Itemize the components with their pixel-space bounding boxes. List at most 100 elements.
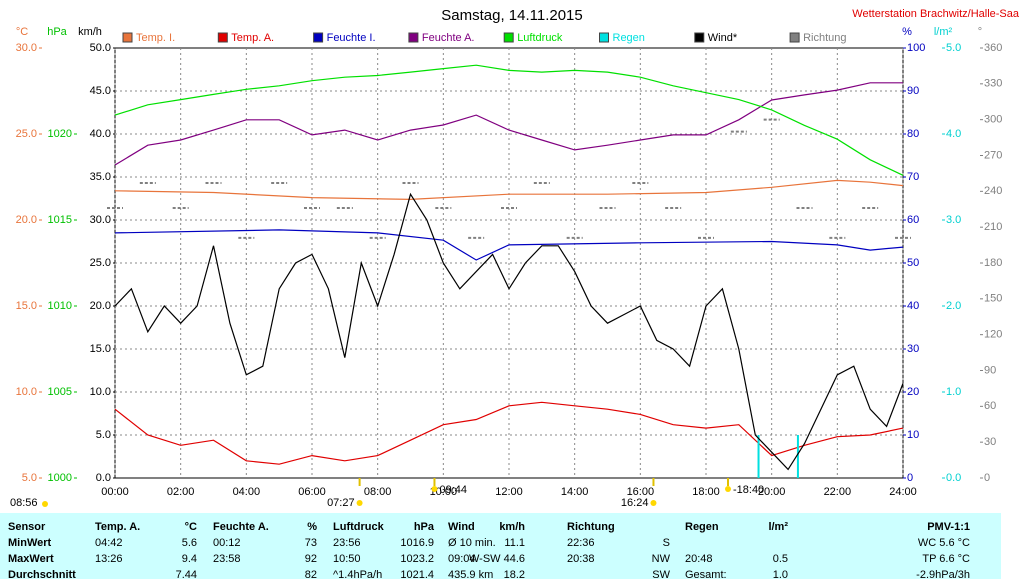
table-cell: 13:26 — [95, 553, 123, 565]
table-cell: MinWert — [8, 537, 52, 549]
y-tick-label: 0.0 — [946, 472, 961, 484]
legend-label: Temp. A. — [231, 32, 274, 44]
y-tick-label: 1.0 — [946, 386, 961, 398]
y-tick-label: 4.0 — [946, 128, 961, 140]
table-cell: 10:50 — [333, 553, 361, 565]
table-cell: 00:12 — [213, 537, 241, 549]
axis-unit: l/m² — [934, 26, 953, 38]
legend-label: Feuchte A. — [422, 32, 475, 44]
chart-title: Samstag, 14.11.2015 — [441, 7, 583, 24]
legend-swatch — [599, 32, 609, 43]
table-cell: 435.9 km — [448, 569, 493, 579]
time-marker: 08:56 — [10, 497, 38, 509]
y-tick-label: 40.0 — [90, 128, 111, 140]
table-header: Temp. A. — [95, 521, 140, 533]
y-tick-label: 5.0 — [22, 472, 37, 484]
table-cell: 1021.4 — [400, 569, 434, 579]
y-tick-label: 0 — [984, 472, 990, 484]
axis-unit: km/h — [78, 26, 102, 38]
y-tick-label: 210 — [984, 221, 1002, 233]
table-cell: Durchschnitt — [8, 569, 76, 579]
legend-label: Luftdruck — [517, 32, 563, 44]
time-marker: 07:27 — [327, 497, 355, 509]
table-cell: TP 6.6 °C — [922, 553, 970, 565]
legend-label: Regen — [613, 32, 645, 44]
y-tick-label: 3.0 — [946, 214, 961, 226]
table-header: Wind — [448, 521, 475, 533]
table-cell: 7.44 — [176, 569, 197, 579]
x-tick-label: 18:00 — [692, 486, 720, 498]
table-cell: 1016.9 — [400, 537, 434, 549]
table-cell: 73 — [305, 537, 317, 549]
x-tick-label: 00:00 — [101, 486, 129, 498]
y-tick-label: 10 — [907, 429, 919, 441]
table-header: % — [307, 521, 317, 533]
table-cell: W-SW 44.6 — [469, 553, 525, 565]
y-tick-label: 5.0 — [946, 42, 961, 54]
table-cell: 23:58 — [213, 553, 241, 565]
y-tick-label: 20 — [907, 386, 919, 398]
y-tick-label: 45.0 — [90, 85, 111, 97]
x-tick-label: 02:00 — [167, 486, 195, 498]
y-tick-label: 240 — [984, 185, 1002, 197]
marker-dot — [650, 500, 657, 506]
axis-unit: °C — [16, 26, 28, 38]
y-tick-label: 90 — [984, 364, 996, 376]
table-cell: 18.2 — [504, 569, 525, 579]
x-tick-label: 22:00 — [824, 486, 852, 498]
table-header: °C — [185, 521, 197, 533]
table-header: Richtung — [567, 521, 615, 533]
y-tick-label: 60 — [984, 400, 996, 412]
y-tick-label: 25.0 — [16, 128, 37, 140]
y-tick-label: 25.0 — [90, 257, 111, 269]
legend-swatch — [408, 32, 419, 43]
table-cell: S — [663, 537, 670, 549]
series-line — [114, 229, 904, 261]
x-tick-label: 12:00 — [495, 486, 523, 498]
table-header: Luftdruck — [333, 521, 385, 533]
table-cell: Ø 10 min. — [448, 537, 496, 549]
table-cell: 11.1 — [504, 537, 525, 549]
legend-swatch — [217, 32, 228, 43]
axis-unit: hPa — [47, 26, 67, 38]
table-cell: 82 — [305, 569, 317, 579]
table-cell: 92 — [305, 553, 317, 565]
table-cell: WC 5.6 °C — [918, 537, 970, 549]
table-cell: SW — [652, 569, 670, 579]
y-tick-label: 60 — [907, 214, 919, 226]
table-cell: 22:36 — [567, 537, 595, 549]
y-tick-label: 0.0 — [96, 472, 111, 484]
y-tick-label: 15.0 — [90, 343, 111, 355]
x-tick-label: 14:00 — [561, 486, 589, 498]
marker-dot — [724, 486, 731, 492]
table-cell: 20:38 — [567, 553, 595, 565]
time-marker: 16:24 — [621, 497, 649, 509]
y-tick-label: 40 — [907, 300, 919, 312]
y-tick-label: 50.0 — [90, 42, 111, 54]
table-cell: MaxWert — [8, 553, 54, 565]
table-cell: 20:48 — [685, 553, 713, 565]
table-cell: 0.5 — [773, 553, 788, 565]
legend-label: Richtung — [803, 32, 846, 44]
y-tick-label: 1005 — [48, 386, 72, 398]
y-tick-label: 1020 — [48, 128, 72, 140]
time-marker: -18:40 — [733, 484, 764, 496]
table-cell: -2.9hPa/3h — [916, 569, 970, 579]
series-line — [114, 64, 904, 176]
marker-dot — [356, 500, 363, 506]
y-tick-label: 30 — [907, 343, 919, 355]
table-cell: 09:04 — [448, 553, 476, 565]
y-tick-label: 5.0 — [96, 429, 111, 441]
y-tick-label: 35.0 — [90, 171, 111, 183]
x-tick-label: 24:00 — [889, 486, 917, 498]
axis-unit: ° — [978, 26, 982, 38]
legend-swatch — [694, 32, 705, 43]
y-tick-label: 1010 — [48, 300, 72, 312]
y-tick-label: 330 — [984, 78, 1002, 90]
table-header: l/m² — [768, 521, 788, 533]
table-header: Sensor — [8, 521, 46, 533]
table-cell: 9.4 — [182, 553, 197, 565]
marker-dot — [431, 486, 438, 492]
table-cell: 04:42 — [95, 537, 123, 549]
